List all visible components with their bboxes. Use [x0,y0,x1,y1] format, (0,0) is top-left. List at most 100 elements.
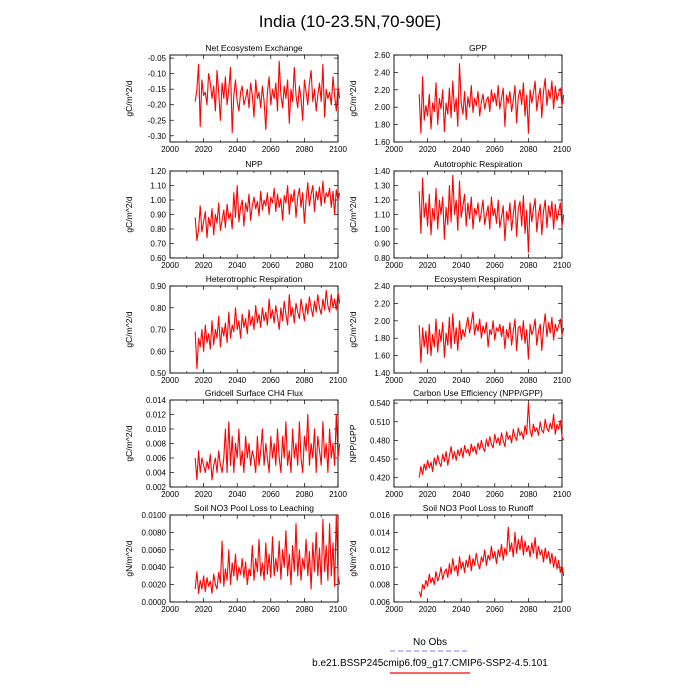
panel-7: Gridcell Surface CH4 Flux gC/m^2/d 2000 202… [124,388,347,499]
x-tick-label: 2100 [553,261,571,270]
x-tick-label: 2080 [296,261,314,270]
x-tick-label: 2000 [161,145,179,154]
plot-frame [169,399,339,488]
plot-frame [169,170,339,259]
x-tick-label: 2040 [228,261,246,270]
y-axis-label: gC/m^2/d [124,311,134,347]
series-line-1 [418,402,565,478]
y-tick-label: -0.15 [148,85,167,94]
x-tick-label: 2020 [419,145,437,154]
legend: No Obs b.e21.BSSP245cmip6.f09_g17.CMIP6-… [312,637,548,674]
y-tick-label: 0.420 [370,474,391,483]
y-tick-label: 1.80 [374,334,390,343]
y-tick-label: 2.40 [374,282,390,291]
x-tick-label: 2100 [329,490,347,499]
panel-title: Soil NO3 Pool Loss to Runoff [423,503,534,513]
x-tick-label: 2000 [385,376,403,385]
panel-title: Heterotrophic Respiration [206,274,303,284]
y-tick-label: 0.016 [370,511,391,520]
x-tick-label: 2100 [329,261,347,270]
y-tick-label: 1.10 [374,211,390,220]
y-tick-label: 1.20 [374,196,390,205]
series-line-1 [194,289,341,370]
plot-frame [393,285,563,374]
y-tick-label: 1.00 [374,225,390,234]
y-tick-label: 1.80 [374,121,390,130]
x-tick-label: 2060 [486,605,504,614]
plot-frame [393,399,563,488]
y-tick-label: 0.012 [146,411,167,420]
x-tick-label: 2000 [385,261,403,270]
y-tick-label: 0.0020 [142,581,167,590]
x-tick-label: 2020 [195,261,213,270]
x-tick-label: 2040 [452,605,470,614]
x-tick-label: 2080 [520,261,538,270]
x-tick-label: 2060 [262,605,280,614]
x-tick-label: 2100 [553,145,571,154]
y-tick-label: 0.90 [150,282,166,291]
y-tick-label: 0.0060 [142,546,167,555]
panel-title: NPP [245,159,263,169]
x-tick-label: 2040 [452,145,470,154]
x-tick-label: 2080 [520,376,538,385]
x-tick-label: 2060 [262,490,280,499]
plot-frame [169,54,339,143]
plot-frame [393,54,563,143]
y-tick-label: -0.25 [148,116,167,125]
x-tick-label: 2100 [553,376,571,385]
y-tick-label: 0.006 [370,598,391,607]
x-tick-label: 2020 [419,261,437,270]
x-tick-label: 2020 [195,490,213,499]
y-tick-label: 0.60 [150,347,166,356]
y-tick-label: 0.004 [146,469,167,478]
x-tick-label: 2040 [228,490,246,499]
x-tick-label: 2020 [195,605,213,614]
x-tick-label: 2040 [228,605,246,614]
panel-title: Net Ecosystem Exchange [205,43,303,53]
series-line-1 [418,63,565,134]
y-tick-label: 0.480 [370,436,391,445]
y-axis-label: gC/m^2/d [348,196,358,232]
y-tick-label: 2.40 [374,68,390,77]
y-tick-label: 1.00 [150,196,166,205]
panel-8: Carbon Use Efficiency (NPP/GPP) NPP/GPP 20… [348,388,571,499]
y-axis-label: NPP/GPP [348,424,358,462]
panel-title: GPP [469,43,487,53]
x-tick-label: 2040 [228,145,246,154]
x-tick-label: 2040 [228,376,246,385]
x-tick-label: 2060 [262,376,280,385]
x-tick-label: 2000 [385,605,403,614]
y-tick-label: 0.014 [146,396,167,405]
y-tick-label: 1.20 [150,167,166,176]
y-tick-label: 0.60 [150,254,166,263]
y-axis-label: gC/m^2/d [348,311,358,347]
y-tick-label: 1.30 [374,182,390,191]
panel-2: GPP gC/m^2/d 2000 2020 2040 2060 2080 2100 2.60 2… [348,43,571,154]
y-tick-label: 0.008 [370,581,391,590]
series-line-1 [418,311,565,364]
y-tick-label: 0.008 [146,440,167,449]
x-tick-label: 2080 [520,605,538,614]
legend-obs-label: No Obs [413,637,447,648]
series-line-1 [418,174,565,253]
y-tick-label: 0.90 [374,240,390,249]
x-tick-label: 2000 [161,605,179,614]
y-tick-label: 1.60 [374,352,390,361]
y-tick-label: -0.30 [148,132,167,141]
y-tick-label: 0.012 [370,546,391,555]
y-tick-label: 2.20 [374,86,390,95]
x-tick-label: 2060 [486,145,504,154]
y-tick-label: 0.70 [150,326,166,335]
series-line-1 [194,514,341,594]
panel-6: Ecosystem Respiration gC/m^2/d 2000 2020 204… [348,274,571,385]
x-tick-label: 2040 [452,261,470,270]
y-tick-label: 1.60 [374,138,390,147]
x-tick-label: 2060 [262,261,280,270]
x-tick-label: 2080 [296,376,314,385]
y-tick-label: 0.0080 [142,528,167,537]
y-tick-label: -0.10 [148,70,167,79]
x-tick-label: 2020 [195,376,213,385]
panel-1: Net Ecosystem Exchange gC/m^2/d 2000 2020 20… [124,43,347,154]
x-tick-label: 2000 [385,490,403,499]
